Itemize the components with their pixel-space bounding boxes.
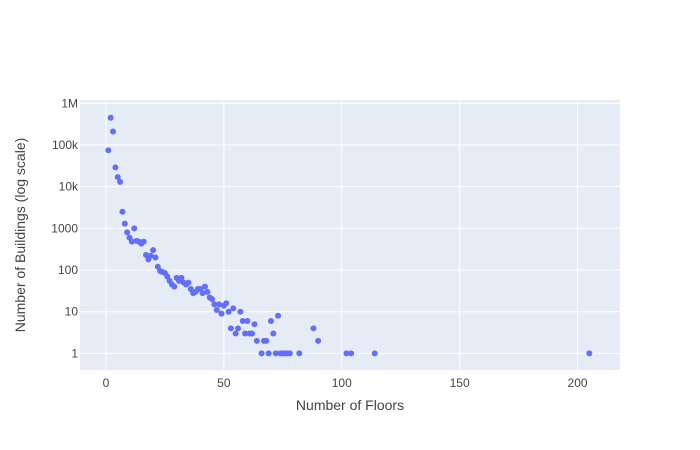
scatter-point	[253, 337, 260, 344]
scatter-point	[234, 325, 241, 332]
scatter-point	[244, 317, 251, 324]
scatter-point	[117, 178, 124, 185]
scatter-point	[201, 283, 208, 290]
x-tick-label: 200	[568, 376, 588, 390]
scatter-point	[143, 251, 150, 258]
x-axis-title: Number of Floors	[296, 397, 404, 413]
scatter-point	[251, 321, 258, 328]
scatter-point	[152, 254, 159, 261]
x-tick-label: 150	[450, 376, 470, 390]
scatter-point	[147, 252, 154, 259]
scatter-point	[286, 350, 293, 357]
scatter-point	[310, 325, 317, 332]
scatter-point	[178, 274, 185, 281]
scatter-point	[270, 330, 277, 337]
scatter-point	[185, 279, 192, 286]
x-tick-label: 0	[103, 376, 110, 390]
y-tick-label: 10	[65, 305, 79, 319]
scatter-point	[272, 350, 279, 357]
scatter-point	[114, 174, 121, 181]
scatter-point	[296, 350, 303, 357]
scatter-point	[128, 238, 135, 245]
y-tick-label: 1M	[61, 96, 78, 110]
scatter-point	[199, 290, 206, 297]
scatter-point	[242, 330, 249, 337]
tick-labels: 0 50 100 150 200 1 10 100 1000 10k 100k 1M	[51, 96, 588, 390]
scatter-point	[237, 308, 244, 315]
gridlines	[80, 100, 620, 370]
scatter-point	[371, 350, 378, 357]
scatter-point	[213, 307, 220, 314]
scatter-point	[263, 337, 270, 344]
x-tick-label: 50	[217, 376, 231, 390]
scatter-point	[124, 229, 131, 236]
scatter-point	[140, 238, 147, 245]
scatter-point	[121, 220, 128, 227]
scatter-point	[110, 128, 117, 135]
scatter-point	[216, 301, 223, 308]
scatter-point	[105, 147, 112, 154]
scatter-point	[218, 310, 225, 317]
scatter-point	[343, 350, 350, 357]
scatter-point	[239, 317, 246, 324]
scatter-point	[230, 305, 237, 312]
scatter-point	[275, 312, 282, 319]
scatter-point	[225, 308, 232, 315]
scatter-point	[131, 225, 138, 232]
scatter-point	[348, 350, 355, 357]
y-tick-label: 10k	[59, 180, 79, 194]
y-axis-title: Number of Buildings (log scale)	[12, 138, 28, 333]
y-tick-label: 100	[58, 263, 78, 277]
scatter-point	[232, 330, 239, 337]
scatter-point	[249, 330, 256, 337]
scatter-point	[107, 114, 114, 121]
scatter-point	[209, 296, 216, 303]
data-points	[105, 114, 593, 357]
scatter-point	[223, 300, 230, 307]
scatter-point	[227, 325, 234, 332]
scatter-point	[204, 288, 211, 295]
plot-area	[80, 100, 620, 370]
y-tick-label: 1	[71, 346, 78, 360]
scatter-point	[268, 317, 275, 324]
scatter-point	[171, 283, 178, 290]
scatter-point	[211, 301, 218, 308]
scatter-point	[315, 337, 322, 344]
scatter-point	[150, 247, 157, 254]
scatter-point	[112, 164, 119, 171]
x-tick-label: 100	[332, 376, 352, 390]
scatter-point	[265, 350, 272, 357]
scatter-point	[586, 350, 593, 357]
y-tick-label: 100k	[52, 138, 79, 152]
y-tick-label: 1000	[51, 221, 78, 235]
scatter-point	[258, 350, 265, 357]
scatter-point	[119, 208, 126, 215]
